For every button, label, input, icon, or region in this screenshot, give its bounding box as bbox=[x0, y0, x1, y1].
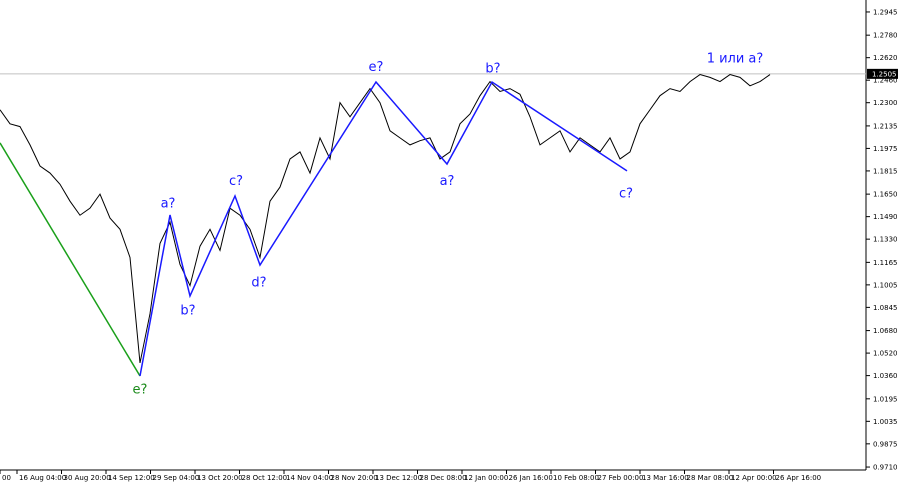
x-tick-label: 28 Dec 08:00 bbox=[420, 474, 467, 482]
x-tick-label: 14 Nov 04:00 bbox=[286, 474, 333, 482]
wave-label: b? bbox=[485, 62, 500, 77]
x-tick-label: 29 Sep 04:00 bbox=[153, 474, 200, 482]
y-tick-label: 1.1165 bbox=[873, 259, 898, 267]
y-tick-label: 1.1975 bbox=[873, 145, 898, 153]
wave-label: a? bbox=[440, 174, 455, 189]
x-tick-label: 13 Mar 16:00 bbox=[642, 474, 689, 482]
wave-label: e? bbox=[369, 60, 384, 75]
series-line bbox=[0, 74, 771, 364]
y-tick-label: 1.2945 bbox=[873, 8, 898, 16]
y-tick-label: 1.1005 bbox=[873, 281, 898, 289]
y-tick-label: 1.0520 bbox=[873, 350, 898, 358]
wave-label: c? bbox=[619, 187, 633, 202]
x-tick-label: 28 Nov 20:00 bbox=[331, 474, 378, 482]
series-line bbox=[139, 80, 628, 377]
y-tick-label: 1.0845 bbox=[873, 304, 898, 312]
y-tick-label: 1.0360 bbox=[873, 372, 898, 380]
current-price-label: 1.2505 bbox=[872, 70, 897, 78]
x-tick-label: 30 Aug 20:00 bbox=[64, 474, 111, 482]
y-tick-label: 1.0680 bbox=[873, 327, 898, 335]
y-tick-label: 1.2780 bbox=[873, 32, 898, 40]
x-tick-label: 12 Apr 00:00 bbox=[731, 474, 777, 482]
x-tick-label: 00 bbox=[2, 474, 11, 482]
y-tick-label: 1.1815 bbox=[873, 167, 898, 175]
x-tick-label: 26 Apr 16:00 bbox=[776, 474, 822, 482]
wave-label: b? bbox=[180, 303, 195, 318]
x-tick-label: 16 Aug 04:00 bbox=[19, 474, 66, 482]
y-tick-label: 1.1490 bbox=[873, 213, 898, 221]
wave-label: 1 или a? bbox=[707, 52, 764, 67]
x-tick-label: 26 Jan 16:00 bbox=[509, 474, 553, 482]
series-line bbox=[0, 142, 141, 377]
y-tick-label: 1.2300 bbox=[873, 99, 898, 107]
x-tick-label: 27 Feb 00:00 bbox=[598, 474, 644, 482]
y-tick-label: 1.1330 bbox=[873, 236, 898, 244]
y-tick-label: 1.2135 bbox=[873, 122, 898, 130]
y-tick-label: 1.2620 bbox=[873, 54, 898, 62]
y-tick-label: 1.0195 bbox=[873, 395, 898, 403]
y-tick-label: 0.9710 bbox=[873, 464, 898, 472]
x-tick-label: 28 Oct 12:00 bbox=[242, 474, 288, 482]
x-tick-label: 10 Feb 08:00 bbox=[553, 474, 599, 482]
y-tick-label: 1.1650 bbox=[873, 191, 898, 199]
x-tick-label: 14 Sep 12:00 bbox=[108, 474, 155, 482]
y-tick-label: 1.0035 bbox=[873, 418, 898, 426]
wave-label: d? bbox=[251, 275, 266, 290]
x-tick-label: 13 Oct 20:00 bbox=[197, 474, 243, 482]
x-tick-label: 13 Dec 12:00 bbox=[375, 474, 422, 482]
wave-label: c? bbox=[229, 174, 243, 189]
x-tick-label: 28 Mar 08:00 bbox=[687, 474, 734, 482]
wave-label: a? bbox=[161, 197, 176, 212]
y-tick-label: 0.9875 bbox=[873, 440, 898, 448]
wave-label: e? bbox=[133, 382, 148, 397]
y-tick-label: 1.2460 bbox=[873, 77, 898, 85]
x-tick-label: 12 Jan 00:00 bbox=[464, 474, 508, 482]
current-price-box bbox=[867, 68, 898, 79]
